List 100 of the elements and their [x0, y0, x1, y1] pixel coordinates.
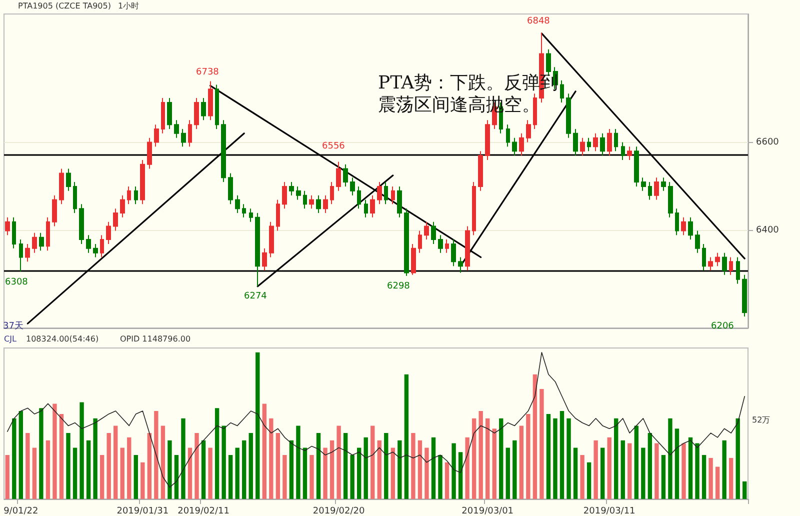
bar — [276, 433, 280, 499]
bar — [398, 440, 402, 499]
bar — [736, 418, 740, 499]
bar — [600, 448, 605, 499]
bar — [316, 433, 321, 499]
candlestick — [174, 120, 179, 138]
bar — [661, 455, 666, 499]
bar — [499, 418, 504, 499]
candlestick — [120, 194, 125, 218]
candlestick — [52, 194, 57, 227]
candlestick — [357, 186, 361, 210]
bar — [526, 414, 530, 499]
text: 108324.00(54:46) — [26, 334, 99, 344]
bar — [431, 437, 436, 499]
bar — [208, 448, 212, 499]
bar — [356, 448, 362, 499]
bar — [674, 428, 680, 499]
x-tick-label: 2019/03/01 — [462, 506, 514, 516]
chart-subtitle: 1小时 — [118, 2, 140, 10]
bar — [506, 448, 510, 499]
annotation: 37天 — [3, 320, 24, 332]
candlestick — [512, 137, 517, 156]
candlestick — [722, 252, 727, 276]
candlestick — [377, 182, 382, 205]
bar — [127, 437, 132, 499]
candlestick — [106, 221, 111, 244]
bar — [256, 352, 260, 499]
candlestick — [580, 137, 585, 156]
bar — [715, 466, 720, 499]
candlestick — [573, 128, 578, 156]
candlestick — [648, 182, 652, 200]
candlestick — [100, 234, 104, 258]
bar — [586, 462, 592, 499]
candlestick — [134, 186, 138, 205]
candlestick — [364, 199, 368, 218]
candlestick — [249, 208, 253, 222]
bar — [560, 411, 564, 499]
bar — [222, 426, 226, 499]
bar — [80, 402, 84, 499]
annotation: 6738 — [196, 68, 220, 78]
bar — [310, 455, 314, 499]
bar — [519, 426, 524, 499]
bar — [248, 433, 253, 499]
candlestick — [215, 84, 219, 130]
bar — [134, 455, 138, 499]
bar — [452, 443, 456, 499]
candlestick — [485, 120, 490, 160]
annotation: 6274 — [244, 292, 268, 302]
candlestick — [147, 137, 152, 170]
bar — [512, 440, 517, 499]
candlestick — [93, 243, 98, 258]
candlestick — [316, 194, 321, 214]
bar — [93, 418, 98, 499]
candlestick — [478, 150, 483, 192]
candlestick — [566, 93, 571, 138]
candlestick — [472, 182, 476, 236]
bar — [620, 440, 625, 499]
bar — [668, 418, 672, 499]
bar — [486, 418, 490, 499]
candlestick — [188, 120, 192, 148]
bar — [546, 414, 551, 499]
bar — [18, 411, 24, 499]
candlestick — [32, 232, 37, 254]
candlestick — [79, 204, 84, 244]
candlestick — [5, 216, 10, 236]
text: CJL — [4, 334, 17, 344]
bar — [336, 426, 341, 499]
bar — [465, 437, 470, 499]
candlestick — [458, 256, 463, 274]
candlestick — [424, 221, 429, 240]
bar — [532, 374, 538, 499]
bar — [688, 437, 693, 499]
candlestick — [742, 274, 747, 317]
bar — [722, 440, 726, 499]
candlestick — [661, 177, 666, 192]
bar — [350, 455, 354, 499]
candlestick — [25, 243, 30, 262]
candlestick — [269, 221, 274, 258]
bar — [384, 433, 388, 499]
bar — [86, 440, 91, 499]
candlestick — [438, 234, 443, 254]
candlestick — [445, 239, 449, 254]
text: 52万 — [752, 416, 770, 424]
bar — [100, 455, 104, 499]
bar — [296, 426, 300, 499]
bar — [330, 440, 334, 499]
bar — [302, 448, 308, 499]
candlestick — [634, 146, 639, 187]
x-tick-label: 2019/02/11 — [178, 506, 230, 516]
candlestick — [418, 230, 422, 254]
candlestick — [161, 98, 165, 134]
bar — [343, 433, 348, 499]
bar — [628, 443, 632, 499]
candlestick — [641, 177, 646, 192]
bar — [708, 458, 713, 499]
bar — [573, 448, 578, 499]
bar — [411, 433, 416, 499]
candlestick — [228, 172, 233, 205]
candlestick — [370, 194, 375, 218]
candlestick — [181, 128, 186, 148]
